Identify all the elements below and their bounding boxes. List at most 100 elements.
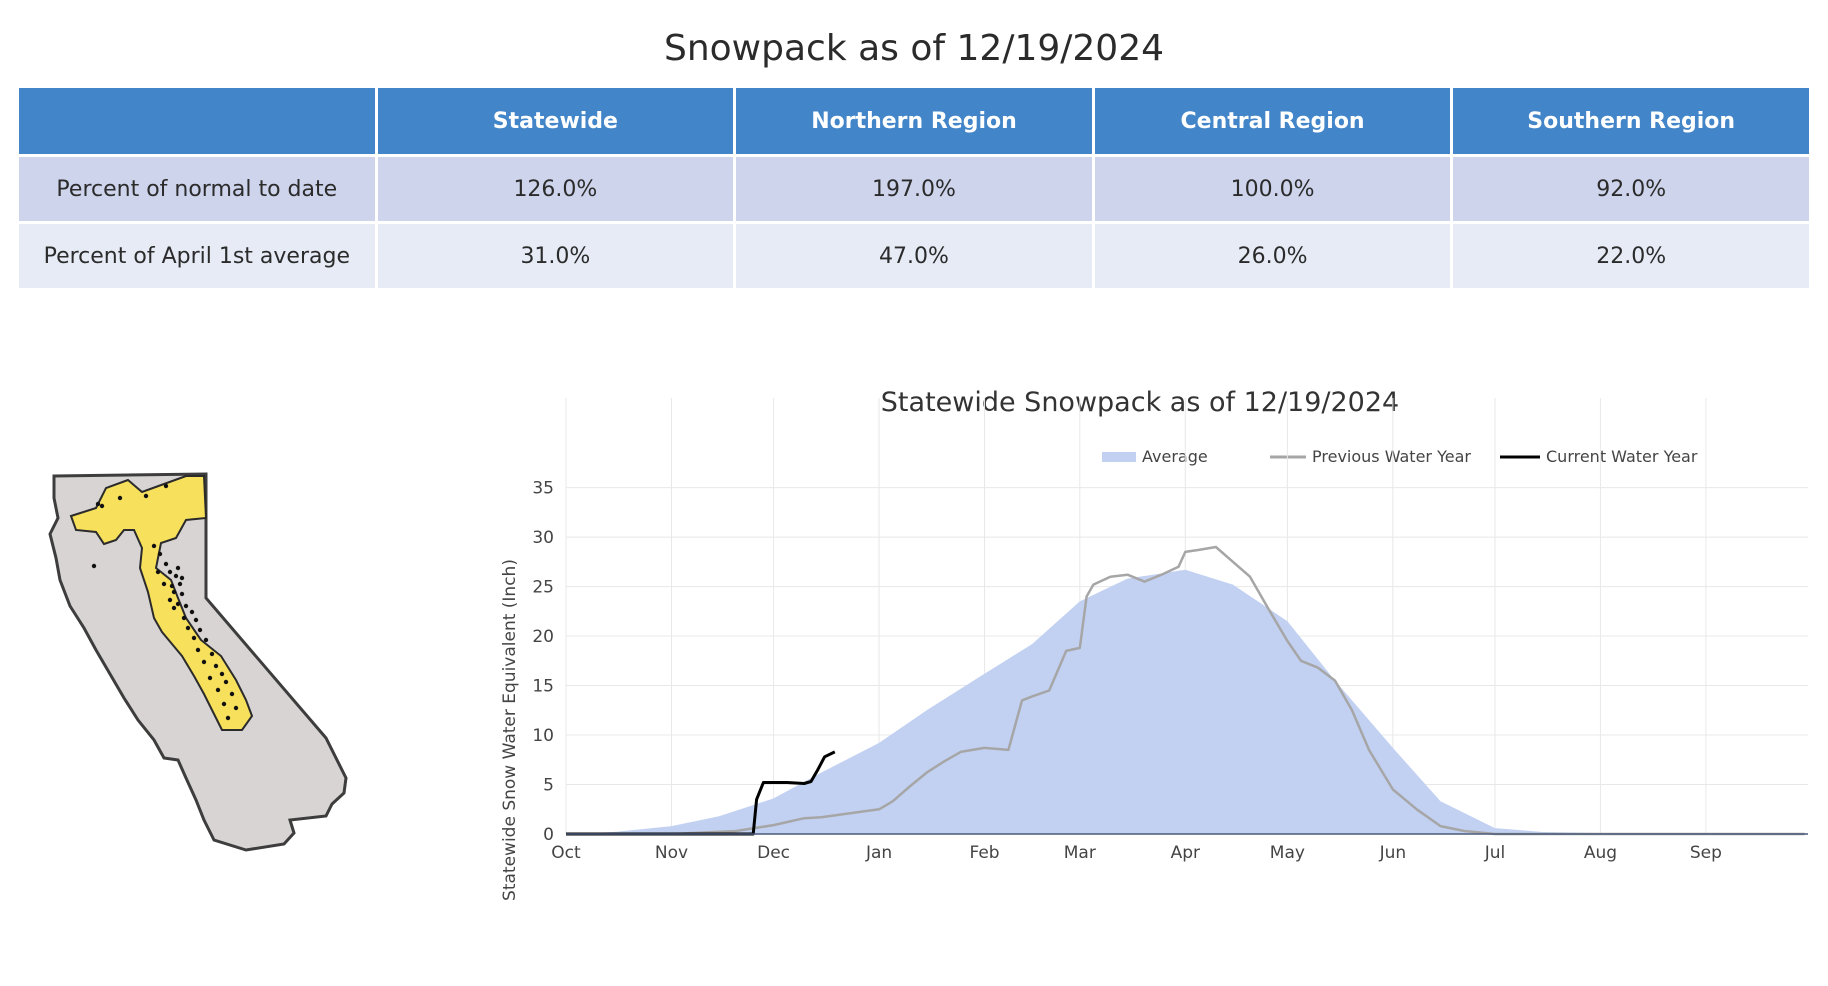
legend: Average Previous Water Year Current Wate… <box>1102 447 1698 466</box>
y-tick-label: 30 <box>532 528 554 548</box>
station-dot <box>179 591 185 597</box>
station-dot <box>117 495 123 501</box>
station-dot <box>195 647 201 653</box>
station-dot <box>183 603 189 609</box>
station-dot <box>171 589 177 595</box>
x-tick-label: Feb <box>969 843 999 863</box>
table-cell: 47.0% <box>736 224 1092 291</box>
station-dot <box>91 563 97 569</box>
table-row: Percent of normal to date 126.0% 197.0% … <box>19 157 1809 224</box>
table-header-cell: Southern Region <box>1453 88 1809 157</box>
x-tick-label: Mar <box>1064 843 1096 863</box>
station-dot <box>143 493 149 499</box>
table-cell: 100.0% <box>1094 157 1451 224</box>
station-dot <box>179 575 185 581</box>
california-map-icon <box>46 468 416 888</box>
station-dot <box>219 671 225 677</box>
legend-label-current: Current Water Year <box>1546 447 1698 466</box>
station-dot <box>209 651 215 657</box>
table-cell: 22.0% <box>1453 224 1809 291</box>
x-ticks: Oct Nov Dec Jan Feb Mar Apr May Jun Jul Aug Sep <box>551 843 1722 863</box>
station-dot <box>185 625 191 631</box>
table-cell: 92.0% <box>1453 157 1809 224</box>
station-dot <box>197 627 203 633</box>
y-tick-label: 25 <box>532 578 554 598</box>
snowpack-chart: Statewide Snowpack as of 12/19/2024 Aver… <box>500 387 1808 901</box>
y-tick-label: 0 <box>543 825 554 845</box>
station-dot <box>189 609 195 615</box>
plot-area <box>566 545 1808 836</box>
table-cell: Percent of April 1st average <box>19 224 375 291</box>
station-dot <box>193 617 199 623</box>
station-dot <box>175 601 181 607</box>
page-title: Snowpack as of 12/19/2024 <box>663 28 1165 69</box>
x-tick-label: Dec <box>757 843 790 863</box>
station-dot <box>207 675 213 681</box>
y-ticks: 0 5 10 15 20 25 30 35 <box>532 479 554 845</box>
station-dot <box>169 583 175 589</box>
station-dot <box>203 637 209 643</box>
x-tick-label: May <box>1270 843 1305 863</box>
station-dot <box>233 705 239 711</box>
x-tick-label: Jun <box>1379 843 1407 863</box>
table-cell: 197.0% <box>736 157 1092 224</box>
station-dot <box>213 663 219 669</box>
table-row: Percent of April 1st average 31.0% 47.0%… <box>19 224 1809 291</box>
table-cell: 26.0% <box>1094 224 1451 291</box>
snow-station-dots <box>91 483 239 721</box>
legend-swatch-average <box>1102 452 1136 462</box>
station-dot <box>177 581 183 587</box>
california-map-svg <box>48 472 348 852</box>
station-dot <box>215 687 221 693</box>
station-dot <box>201 659 207 665</box>
series-line-current-water-year <box>566 750 836 836</box>
station-dot <box>191 635 197 641</box>
x-tick-label: Jul <box>1484 843 1506 863</box>
table-cell: 31.0% <box>377 224 734 291</box>
y-tick-label: 5 <box>543 776 554 796</box>
station-dot <box>181 615 187 621</box>
legend-label-previous: Previous Water Year <box>1312 447 1471 466</box>
station-dot <box>223 679 229 685</box>
station-dot <box>95 501 101 507</box>
x-tick-label: Apr <box>1171 843 1200 863</box>
y-tick-label: 15 <box>532 677 554 697</box>
y-axis-label: Statewide Snow Water Equivalent (Inch) <box>500 559 520 901</box>
table-cell: 126.0% <box>377 157 734 224</box>
x-tick-label: Jan <box>865 843 892 863</box>
series-line-previous-water-year <box>566 545 1805 836</box>
x-tick-label: Sep <box>1690 843 1722 863</box>
station-dot <box>225 715 231 721</box>
table-header-row: Statewide Northern Region Central Region… <box>19 88 1809 157</box>
chart-container: Statewide Snowpack as of 12/19/2024 Aver… <box>480 380 1828 940</box>
table-header-cell: Central Region <box>1094 88 1451 157</box>
table-cell: Percent of normal to date <box>19 157 375 224</box>
table-header-cell: Northern Region <box>736 88 1092 157</box>
station-dot <box>167 597 173 603</box>
y-tick-label: 20 <box>532 627 554 647</box>
snowpack-summary-table: Statewide Northern Region Central Region… <box>16 88 1812 291</box>
station-dot <box>229 691 235 697</box>
station-dot <box>163 561 169 567</box>
y-tick-label: 35 <box>532 479 554 499</box>
station-dot <box>173 573 179 579</box>
y-tick-label: 10 <box>532 726 554 746</box>
x-tick-label: Aug <box>1584 843 1617 863</box>
legend-label-average: Average <box>1142 447 1208 466</box>
chart-title: Statewide Snowpack as of 12/19/2024 <box>881 387 1399 418</box>
series-area-average <box>566 569 1805 834</box>
station-dot <box>151 543 157 549</box>
table-header-cell: Statewide <box>377 88 734 157</box>
x-tick-label: Nov <box>655 843 688 863</box>
station-dot <box>161 581 167 587</box>
station-dot <box>157 551 163 557</box>
sierra-region <box>69 475 254 731</box>
station-dot <box>99 503 105 509</box>
station-dot <box>175 565 181 571</box>
station-dot <box>167 569 173 575</box>
station-dot <box>221 701 227 707</box>
x-tick-label: Oct <box>551 843 581 863</box>
station-dot <box>171 605 177 611</box>
table-header-cell <box>19 88 375 157</box>
station-dot <box>155 569 161 575</box>
